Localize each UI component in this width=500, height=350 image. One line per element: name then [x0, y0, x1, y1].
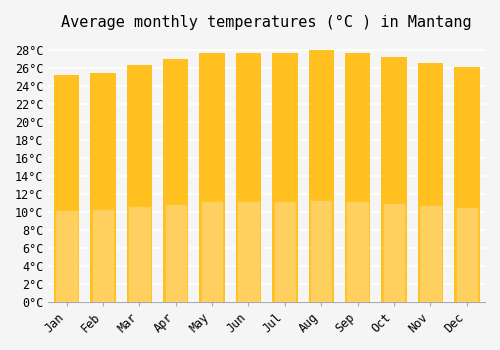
Bar — [456, 208, 477, 302]
Bar — [126, 65, 152, 302]
Bar — [56, 211, 76, 302]
Bar — [382, 57, 407, 302]
Bar — [236, 52, 261, 302]
Bar — [274, 202, 295, 302]
Bar — [166, 204, 186, 302]
Bar — [54, 75, 80, 302]
Bar — [272, 54, 297, 302]
Bar — [93, 210, 113, 302]
Bar — [129, 207, 150, 302]
Bar — [454, 67, 479, 302]
Bar — [418, 63, 443, 302]
Bar — [384, 204, 404, 302]
Bar — [308, 50, 334, 302]
Bar — [238, 202, 258, 302]
Bar — [90, 73, 116, 302]
Bar — [420, 206, 440, 302]
Bar — [311, 201, 332, 302]
Bar — [200, 52, 225, 302]
Bar — [348, 202, 368, 302]
Bar — [345, 52, 370, 302]
Bar — [163, 59, 188, 302]
Bar — [202, 202, 222, 302]
Title: Average monthly temperatures (°C ) in Mantang: Average monthly temperatures (°C ) in Ma… — [62, 15, 472, 30]
